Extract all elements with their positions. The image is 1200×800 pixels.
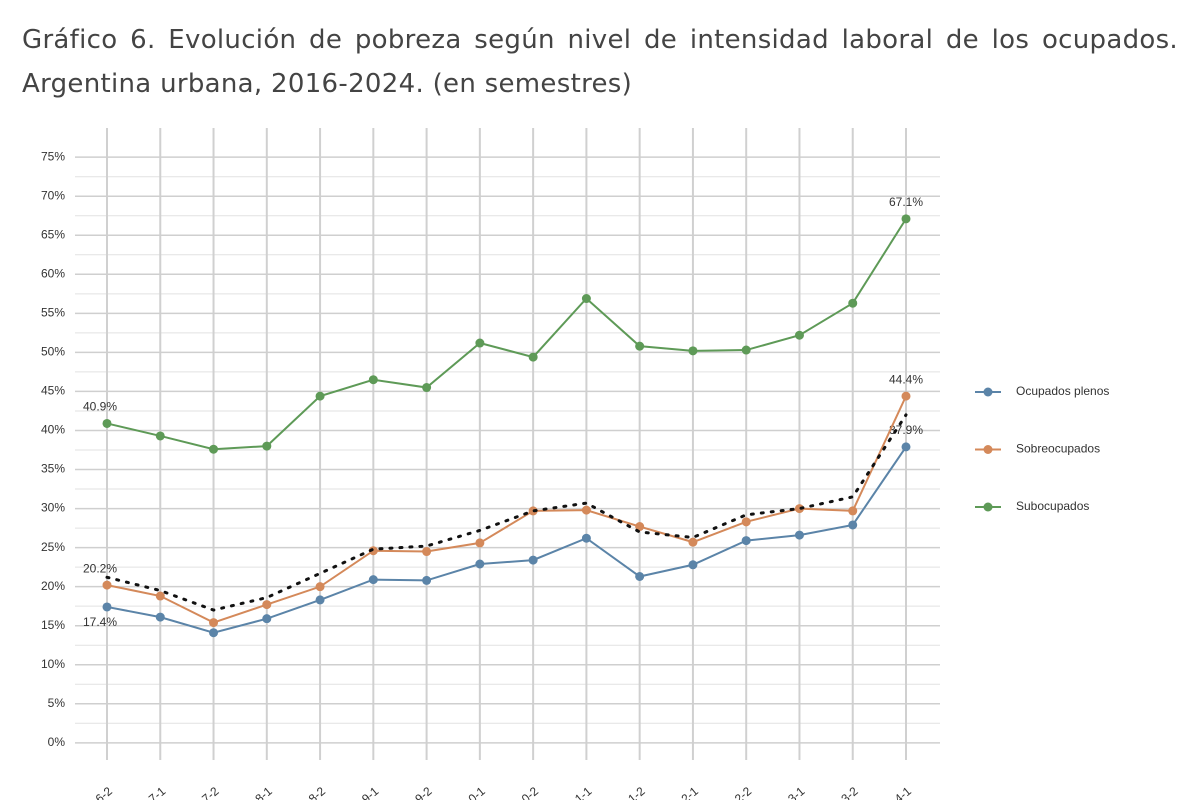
y-tick-label: 0%: [48, 735, 66, 749]
y-tick-label: 25%: [41, 540, 65, 554]
series-line: [106, 395, 907, 624]
x-tick-label: 6-2: [93, 784, 116, 800]
data-label: 17.4%: [83, 615, 117, 629]
legend-marker: [983, 387, 993, 397]
legend-marker: [983, 502, 993, 512]
point: [741, 517, 751, 527]
point: [315, 595, 325, 605]
y-tick-label: 40%: [41, 423, 65, 437]
series-line: [106, 217, 907, 451]
point: [155, 431, 165, 441]
point: [262, 614, 272, 624]
point: [848, 520, 858, 530]
x-tick-label: 0-1: [466, 784, 489, 800]
legend-label: Ocupados plenos: [1016, 384, 1109, 398]
trend-line: [105, 413, 908, 612]
chart-title: Gráfico 6. Evolución de pobreza según ni…: [22, 25, 1178, 99]
point: [209, 628, 219, 638]
y-tick-label: 20%: [41, 579, 65, 593]
point: [155, 612, 165, 622]
y-tick-label: 10%: [41, 657, 65, 671]
point: [315, 582, 325, 592]
point: [315, 391, 325, 401]
point: [262, 441, 272, 451]
y-tick-label: 70%: [41, 188, 65, 202]
y-tick-label: 15%: [41, 618, 65, 632]
x-tick-label: 0-2: [519, 784, 542, 800]
x-tick-label: 1-2: [625, 784, 648, 800]
point: [794, 530, 804, 540]
point: [422, 575, 432, 585]
point: [794, 330, 804, 340]
x-tick-label: 3-1: [785, 784, 808, 800]
point: [901, 442, 911, 452]
point: [635, 522, 645, 532]
y-tick-label: 30%: [41, 501, 65, 515]
point: [901, 391, 911, 401]
point: [741, 345, 751, 355]
point: [209, 444, 219, 454]
point: [102, 602, 112, 612]
point: [741, 536, 751, 546]
point: [262, 600, 272, 610]
point: [688, 346, 698, 356]
legend-label: Subocupados: [1016, 499, 1089, 513]
y-tick-label: 60%: [41, 266, 65, 280]
point: [581, 294, 591, 304]
data-label: 44.4%: [889, 372, 923, 386]
point: [528, 555, 538, 565]
data-label: 37.9%: [889, 423, 923, 437]
point: [102, 580, 112, 590]
point: [528, 352, 538, 362]
point: [422, 547, 432, 557]
point: [422, 383, 432, 393]
point: [848, 298, 858, 308]
point: [635, 341, 645, 351]
point: [368, 546, 378, 556]
point: [155, 591, 165, 601]
point: [581, 533, 591, 543]
x-tick-label: 2-1: [679, 784, 702, 800]
y-tick-label: 55%: [41, 306, 65, 320]
x-tick-label: 8-1: [252, 784, 275, 800]
point: [794, 504, 804, 514]
point: [475, 338, 485, 348]
point: [688, 560, 698, 570]
point: [475, 538, 485, 548]
point: [901, 214, 911, 224]
point: [581, 505, 591, 515]
x-tick-label: 2-2: [732, 784, 755, 800]
y-tick-label: 50%: [41, 345, 65, 359]
x-tick-label: 7-2: [199, 784, 222, 800]
data-label: 40.9%: [83, 400, 117, 414]
point: [688, 537, 698, 547]
data-label: 67.1%: [889, 195, 923, 209]
legend-marker: [983, 445, 993, 454]
y-tick-label: 65%: [41, 227, 65, 241]
y-tick-label: 5%: [48, 696, 66, 710]
point: [848, 506, 858, 516]
x-tick-label: 3-2: [838, 784, 861, 800]
point: [209, 618, 219, 628]
point: [368, 375, 378, 385]
y-tick-label: 45%: [41, 384, 65, 398]
y-tick-label: 35%: [41, 462, 65, 476]
point: [475, 559, 485, 569]
point: [635, 571, 645, 581]
point: [102, 418, 112, 428]
x-tick-label: 1-1: [572, 784, 595, 800]
x-tick-label: 7-1: [146, 784, 169, 800]
x-tick-label: 9-2: [412, 784, 435, 800]
x-tick-label: 8-2: [306, 784, 329, 800]
series-line: [106, 445, 907, 634]
y-tick-label: 75%: [41, 149, 65, 163]
data-label: 20.2%: [83, 561, 117, 575]
x-tick-label: 4-1: [892, 784, 915, 800]
x-tick-label: 9-1: [359, 784, 382, 800]
legend-label: Sobreocupados: [1016, 442, 1100, 456]
point: [368, 575, 378, 585]
